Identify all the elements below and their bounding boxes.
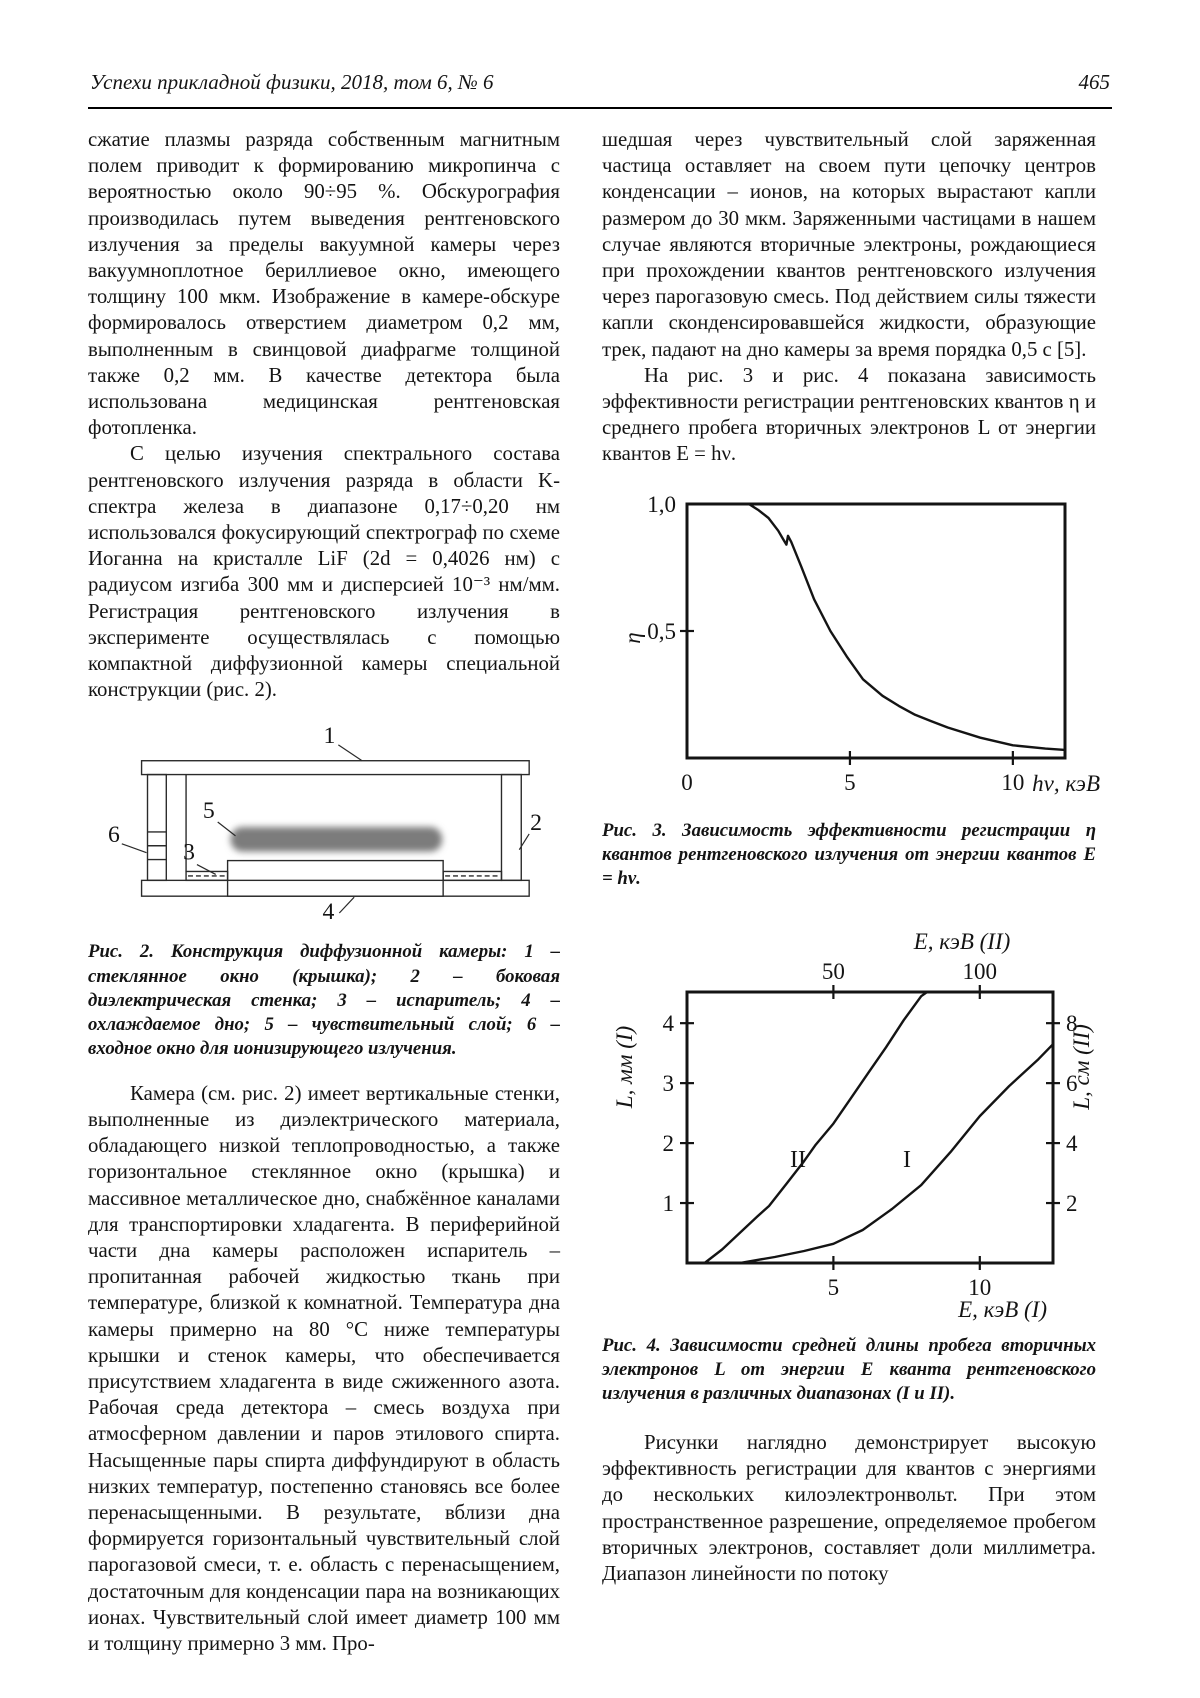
page-header: Успехи прикладной физики, 2018, том 6, №…: [88, 70, 1112, 107]
figure-3: 0 5 10 1,0 0,5 η hν, кэВ: [602, 492, 1100, 809]
x-tick-label: 10: [1001, 770, 1024, 795]
paragraph: сжатие плазмы разряда собственным магнит…: [88, 128, 560, 440]
fig4-curve-I: [739, 1043, 1054, 1264]
fig3-plot-area: 0 5 10 1,0 0,5: [647, 492, 1066, 795]
paragraph: Рисунки наглядно демонстрирует высокую э…: [602, 1430, 1096, 1585]
y-tick-label: 1,0: [647, 494, 676, 517]
x-tick-label: 0: [681, 770, 693, 795]
paragraph: Камера (см. рис. 2) имеет вертикальные с…: [88, 1081, 560, 1655]
y-tick-label: 0,5: [647, 619, 676, 644]
fig4-left-axis-label: L, мм (I): [612, 1026, 637, 1109]
fig3-caption-block: Рис. 3. Зависимость эффективности регист…: [602, 819, 1096, 891]
fig2-label-4: 4: [323, 899, 335, 923]
fig4-right-axis-label: L, см (II): [1069, 1024, 1094, 1111]
fig3-chart: 0 5 10 1,0 0,5 η hν, кэВ: [620, 492, 1100, 796]
fig3-y-axis-label: η: [620, 632, 645, 643]
sensitive-layer: [230, 827, 443, 853]
fig2-label-3: 3: [183, 840, 195, 866]
fig3-plot-frame: [685, 502, 1067, 760]
right-wall: [500, 774, 522, 882]
fig4-caption-block: Рис. 4. Зависимости средней длины пробег…: [602, 1334, 1096, 1406]
figure-2: 1 2 6 5 3 4: [88, 723, 560, 928]
fig2-label-1: 1: [324, 725, 336, 749]
fig2-label-5: 5: [203, 799, 215, 825]
paragraph: шедшая через чувствительный слой заряжен…: [602, 128, 1096, 361]
right-column: шедшая через чувствительный слой заряжен…: [602, 127, 1100, 1657]
right-tick-label: 2: [1066, 1191, 1078, 1216]
bottom-tick-label: 10: [968, 1275, 991, 1300]
fig4-plot-area: 5 10 50 100 1 2 3 4 2 4 6 8: [663, 959, 1079, 1300]
fig2-caption: Рис. 2. Конструкция диффузионной камеры:…: [88, 941, 560, 1059]
fig3-curve: [687, 502, 1066, 751]
figure-4: 5 10 50 100 1 2 3 4 2 4 6 8 E, кэВ (II) L, мм (I) L…: [602, 917, 1096, 1328]
left-column: сжатие плазмы разряда собственным магнит…: [88, 127, 560, 1657]
paragraph: На рис. 3 и рис. 4 показана зависимость …: [602, 363, 1096, 466]
x-tick-label: 5: [844, 770, 856, 795]
cooled-bottom-block: [226, 860, 444, 898]
leader-line: [338, 897, 355, 914]
fig3-x-axis-label: hν, кэВ: [1032, 771, 1100, 796]
top-tick-label: 50: [822, 959, 845, 984]
fig3-caption: Рис. 3. Зависимость эффективности регист…: [602, 819, 1096, 889]
fig2-label-6: 6: [108, 822, 120, 848]
header-rule: [88, 107, 1112, 109]
fig4-chart: 5 10 50 100 1 2 3 4 2 4 6 8 E, кэВ (II) L, мм (I) L…: [612, 929, 1094, 1322]
leader-line: [518, 834, 530, 851]
journal-title: Успехи прикладной физики, 2018, том 6, №…: [90, 70, 494, 94]
fig4-top-axis-label: E, кэВ (II): [913, 929, 1011, 954]
bottom-tick-label: 5: [828, 1275, 840, 1300]
left-tick-label: 2: [663, 1131, 675, 1156]
left-tick-label: 3: [663, 1071, 675, 1096]
right-tick-label: 6: [1066, 1071, 1078, 1096]
fig4-curve-II: [703, 990, 928, 1264]
leader-line: [217, 822, 236, 837]
fig2-label-2: 2: [530, 810, 542, 836]
leader-line: [121, 843, 147, 854]
fig4-series-label-I: I: [903, 1147, 911, 1173]
right-tick-label: 4: [1066, 1131, 1078, 1156]
fig4-caption: Рис. 4. Зависимости средней длины пробег…: [602, 1334, 1096, 1404]
left-wall: [146, 774, 167, 882]
left-tick-label: 4: [663, 1011, 675, 1036]
base-plate: [140, 880, 530, 898]
glass-lid: [140, 760, 530, 776]
leader-line: [196, 864, 217, 876]
page-number: 465: [1078, 70, 1111, 94]
two-column-layout: сжатие плазмы разряда собственным магнит…: [88, 127, 1112, 1657]
fig4-bottom-axis-label: E, кэВ (I): [957, 1297, 1047, 1322]
fig2-caption-block: Рис. 2. Конструкция диффузионной камеры:…: [88, 940, 560, 1060]
right-tick-label: 8: [1066, 1011, 1078, 1036]
paragraph: С целью изучения спектрального состава р…: [88, 442, 560, 702]
left-tick-label: 1: [663, 1191, 675, 1216]
leader-line: [338, 744, 363, 762]
fig4-series-label-II: II: [790, 1147, 806, 1173]
top-tick-label: 100: [963, 959, 998, 984]
fig4-plot-frame: [685, 990, 1055, 1265]
fig2-diagram: 1 2 6 5 3 4: [108, 723, 542, 925]
